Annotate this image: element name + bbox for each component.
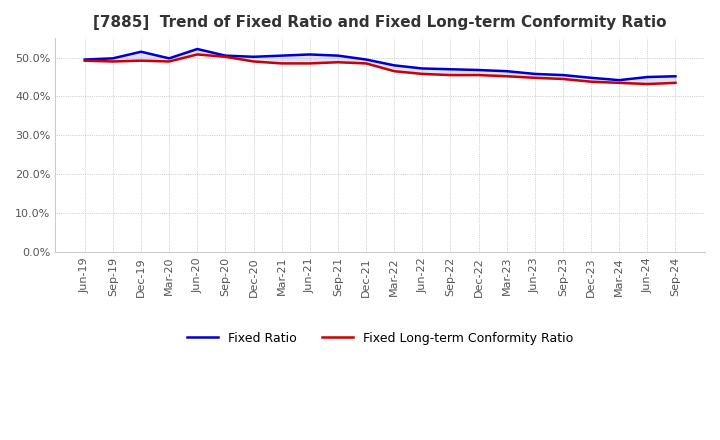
Fixed Ratio <box>109 56 117 61</box>
Fixed Long-term Conformity Ratio <box>531 75 539 81</box>
Fixed Ratio <box>418 66 427 71</box>
Fixed Long-term Conformity Ratio <box>305 61 314 66</box>
Fixed Long-term Conformity Ratio <box>221 54 230 59</box>
Fixed Long-term Conformity Ratio <box>277 61 286 66</box>
Line: Fixed Long-term Conformity Ratio: Fixed Long-term Conformity Ratio <box>85 55 675 84</box>
Fixed Long-term Conformity Ratio <box>333 59 342 65</box>
Fixed Long-term Conformity Ratio <box>390 69 398 74</box>
Fixed Ratio <box>615 77 624 83</box>
Fixed Long-term Conformity Ratio <box>418 71 427 77</box>
Fixed Ratio <box>249 54 258 59</box>
Fixed Long-term Conformity Ratio <box>671 80 680 85</box>
Fixed Ratio <box>474 67 483 73</box>
Fixed Ratio <box>446 66 455 72</box>
Fixed Long-term Conformity Ratio <box>361 61 370 66</box>
Fixed Ratio <box>165 56 174 61</box>
Fixed Long-term Conformity Ratio <box>446 73 455 78</box>
Fixed Ratio <box>531 71 539 77</box>
Fixed Long-term Conformity Ratio <box>474 73 483 78</box>
Fixed Ratio <box>503 69 511 74</box>
Line: Fixed Ratio: Fixed Ratio <box>85 49 675 80</box>
Fixed Ratio <box>671 73 680 79</box>
Fixed Ratio <box>305 52 314 57</box>
Legend: Fixed Ratio, Fixed Long-term Conformity Ratio: Fixed Ratio, Fixed Long-term Conformity … <box>182 327 578 350</box>
Fixed Ratio <box>643 74 652 80</box>
Fixed Ratio <box>587 75 595 81</box>
Fixed Long-term Conformity Ratio <box>643 81 652 87</box>
Fixed Ratio <box>81 57 89 62</box>
Fixed Ratio <box>390 63 398 68</box>
Fixed Long-term Conformity Ratio <box>109 59 117 64</box>
Fixed Long-term Conformity Ratio <box>165 59 174 64</box>
Fixed Ratio <box>361 57 370 62</box>
Fixed Long-term Conformity Ratio <box>615 80 624 85</box>
Fixed Ratio <box>559 73 567 78</box>
Fixed Long-term Conformity Ratio <box>249 59 258 64</box>
Fixed Long-term Conformity Ratio <box>81 58 89 63</box>
Fixed Ratio <box>137 49 145 55</box>
Title: [7885]  Trend of Fixed Ratio and Fixed Long-term Conformity Ratio: [7885] Trend of Fixed Ratio and Fixed Lo… <box>94 15 667 30</box>
Fixed Long-term Conformity Ratio <box>193 52 202 57</box>
Fixed Long-term Conformity Ratio <box>587 79 595 84</box>
Fixed Long-term Conformity Ratio <box>559 76 567 81</box>
Fixed Ratio <box>277 53 286 58</box>
Fixed Ratio <box>193 46 202 51</box>
Fixed Long-term Conformity Ratio <box>503 73 511 79</box>
Fixed Ratio <box>333 53 342 58</box>
Fixed Long-term Conformity Ratio <box>137 58 145 63</box>
Fixed Ratio <box>221 53 230 58</box>
